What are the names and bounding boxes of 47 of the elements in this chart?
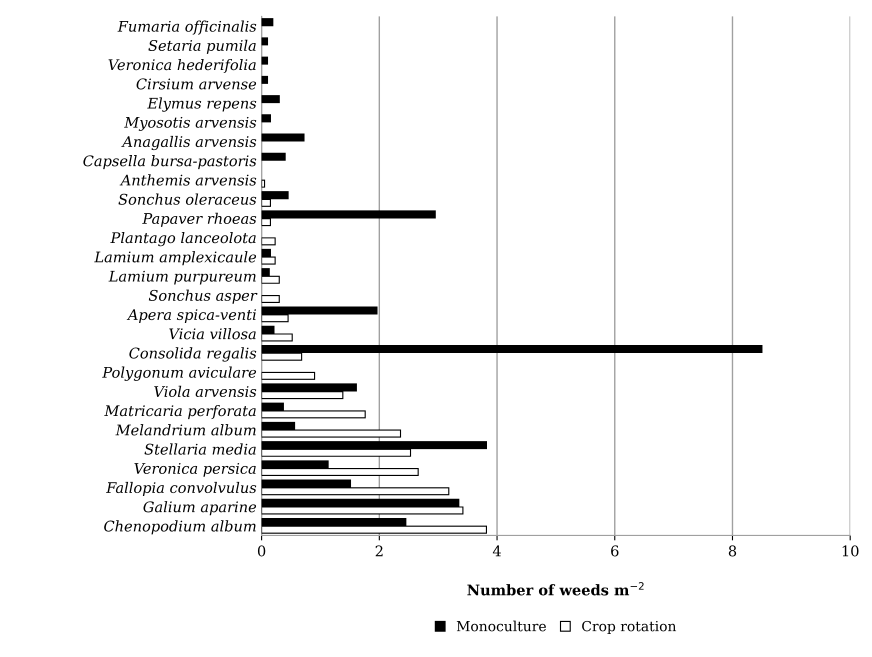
y-tick-label: Anthemis arvensis <box>120 174 256 186</box>
y-tick-label: Melandrium album <box>115 424 256 436</box>
y-tick-label: Vicia villosa <box>169 328 256 340</box>
y-tick-label: Veronica hederifolia <box>108 58 256 74</box>
y-tick-label: Lamium purpureum <box>108 270 256 285</box>
bar <box>262 294 280 304</box>
x-tick-label: 10 <box>842 545 859 556</box>
y-tick-label: Apera spica-venti <box>126 309 256 323</box>
y-tick-label: Plantago lanceolota <box>110 232 256 246</box>
bar <box>262 114 271 122</box>
x-axis-title: Number of weeds m$^{−2}$ <box>467 582 644 596</box>
x-tick-label: 2 <box>376 545 383 556</box>
y-tick-label: Veronica persica <box>134 462 256 477</box>
y-tick-label: Chenopodium album <box>104 520 256 534</box>
x-tick-label: 4 <box>492 545 501 556</box>
y-tick-label: Stellaria media <box>144 443 256 455</box>
y-tick-label: Polygonum aviculare <box>102 366 256 381</box>
y-tick-label: Myosotis arvensis <box>124 116 256 131</box>
bar <box>262 134 305 142</box>
y-tick-label: Elymus repens <box>147 97 256 112</box>
y-tick-label: Consolida regalis <box>129 347 256 362</box>
x-tick-label: 8 <box>728 545 736 556</box>
y-tick-label: Capsella bursa-pastoris <box>83 155 256 170</box>
y-tick-label: Galium aparine <box>144 501 256 516</box>
x-tick-label: 6 <box>611 545 618 556</box>
legend-label: Crop rotation <box>582 620 676 634</box>
bar <box>262 237 276 246</box>
y-tick-label: Papaver rhoeas <box>142 212 256 227</box>
y-tick-label: Viola arvensis <box>154 386 256 398</box>
y-tick-label: Sonchus oleraceus <box>118 194 256 205</box>
x-tick-label: 0 <box>258 545 266 556</box>
y-tick-label: Cirsium arvense <box>136 78 256 90</box>
bar <box>262 76 268 84</box>
y-tick-label: Anagallis arvensis <box>121 136 256 150</box>
y-tick-label: Fallopia convolvulus <box>106 482 256 496</box>
bar <box>262 372 316 380</box>
bar <box>262 152 286 161</box>
y-tick-label: Fumaria officinalis <box>118 20 256 35</box>
bar <box>262 18 274 26</box>
y-tick-label: Matricaria perforata <box>104 404 256 420</box>
y-tick-label: Setaria pumila <box>148 40 256 54</box>
bar <box>262 56 268 65</box>
bar <box>262 95 280 104</box>
bar <box>262 37 268 46</box>
y-tick-label: Lamium amplexicaule <box>94 251 256 266</box>
legend-label: Monoculture <box>456 620 546 632</box>
y-tick-label: Sonchus asper <box>148 290 258 304</box>
